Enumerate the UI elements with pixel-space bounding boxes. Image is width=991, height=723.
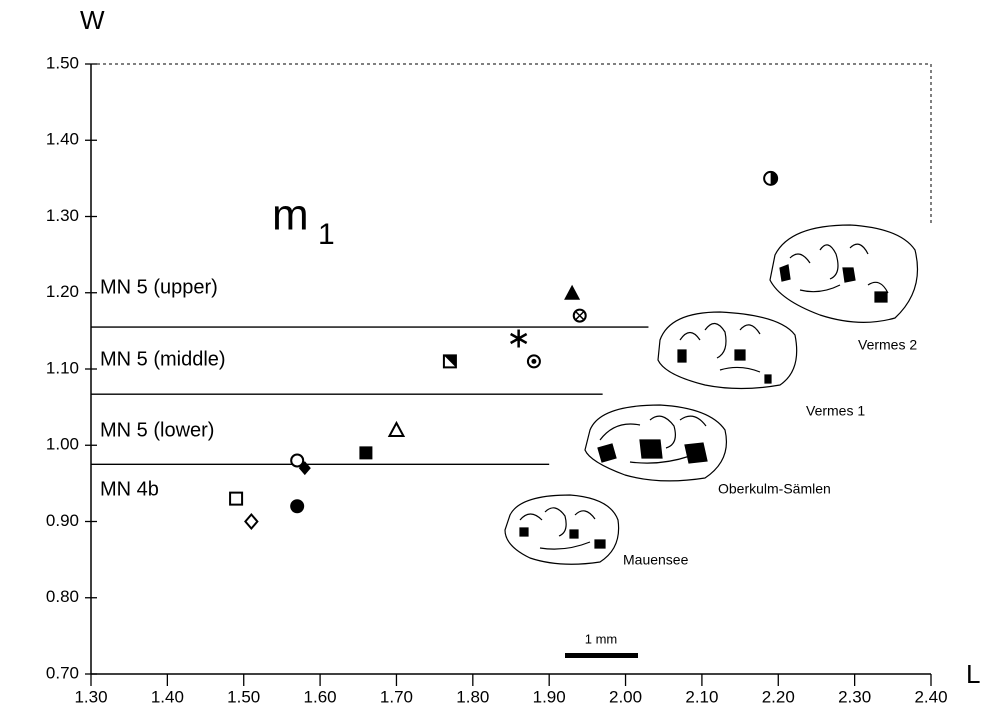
x-tick-label: 2.40 [914,687,947,706]
x-tick-label: 2.30 [838,687,871,706]
point [290,453,305,468]
y-tick-label: 1.40 [46,130,79,149]
tooth-drawings [504,224,919,565]
x-tick-label: 2.00 [609,687,642,706]
x-tick-label: 1.40 [151,687,184,706]
marker-shape [244,512,259,531]
x-axis-label: L [966,659,980,689]
marker-shape [770,171,778,185]
zone-label: MN 4b [100,478,159,500]
scale-label: 1 mm [585,631,618,646]
marker-shape [387,420,406,437]
marker-shape [531,358,537,364]
point [298,461,311,476]
marker-shape [575,311,585,321]
marker-shape [359,446,373,460]
marker-shape [443,355,456,368]
zone-label: MN 5 (upper) [100,276,218,298]
title-sub: 1 [318,218,335,251]
title-main: m [272,191,309,240]
y-tick-label: 1.10 [46,358,79,377]
zone-label: MN 5 (middle) [100,348,226,370]
point [526,354,541,369]
scale-bar [565,653,638,658]
y-tick-label: 1.50 [46,53,79,72]
y-tick-label: 1.20 [46,282,79,301]
point [290,499,305,514]
point [244,512,259,531]
point [763,170,779,186]
point [442,354,457,369]
x-tick-label: 1.80 [456,687,489,706]
y-tick-label: 0.90 [46,511,79,530]
zone-label: MN 5 (lower) [100,419,214,441]
marker-shape [290,499,305,514]
specimen-label: Vermes 1 [806,403,865,419]
point [359,446,373,460]
y-tick-label: 0.80 [46,587,79,606]
marker-shape [298,461,311,476]
point [510,329,528,348]
y-tick-label: 1.30 [46,206,79,225]
x-tick-label: 2.20 [762,687,795,706]
y-tick-label: 0.70 [46,663,79,682]
marker-shape [229,491,244,506]
x-tick-label: 1.70 [380,687,413,706]
marker-shape [510,329,528,348]
x-tick-label: 1.30 [74,687,107,706]
marker-shape [564,284,581,300]
point [387,420,406,437]
specimen-label: Vermes 2 [858,337,917,353]
x-tick-label: 1.50 [227,687,260,706]
specimen-label: Oberkulm-Sämlen [718,481,831,497]
y-tick-label: 1.00 [46,435,79,454]
marker-shape [290,453,305,468]
x-tick-label: 1.90 [533,687,566,706]
x-tick-label: 2.10 [685,687,718,706]
point [564,284,581,300]
point [229,491,244,506]
specimen-label: Mauensee [623,552,689,568]
y-axis-label: W [80,5,105,35]
x-tick-label: 1.60 [304,687,337,706]
point [572,308,587,323]
